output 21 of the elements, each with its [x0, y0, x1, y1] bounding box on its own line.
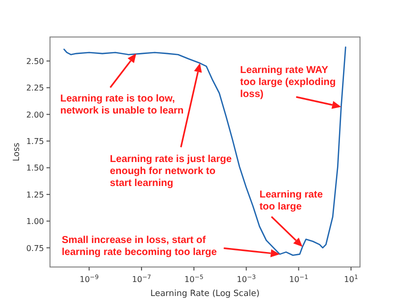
y-tick-label: 1.00	[26, 217, 44, 226]
y-tick-label: 1.75	[26, 137, 44, 146]
x-tick-label: 10$^{−5}$	[184, 274, 204, 284]
y-tick-label: 2.25	[26, 84, 44, 93]
x-tick-label: 10$^{1}$	[344, 274, 358, 284]
x-tick-label: 10$^{−7}$	[132, 274, 152, 284]
x-tick-label: 10$^{−1}$	[289, 274, 308, 284]
y-tick-label: 2.00	[26, 110, 44, 120]
annotation: Learning rate is too low, network is unable to learn	[60, 94, 184, 117]
y-tick-label: 0.75	[26, 244, 44, 253]
x-axis-title: Learning Rate (Log Scale)	[150, 289, 260, 299]
y-tick-label: 1.50	[26, 164, 44, 173]
annotation: Small increase in loss, start of learning rate becoming too large	[62, 235, 218, 258]
x-tick-label: 10$^{−9}$	[80, 274, 99, 284]
annotation: Learning rate is just large enough for network to start learning	[110, 154, 232, 190]
y-tick-label: 1.25	[26, 190, 44, 200]
annotation: Learning rate WAY too large (exploding loss)	[240, 64, 336, 100]
y-axis-title: Loss	[12, 142, 22, 162]
annotation: Learning rate too large	[259, 190, 324, 213]
y-tick-label: 2.50	[26, 57, 44, 66]
x-tick-label: 10$^{−3}$	[236, 274, 256, 284]
